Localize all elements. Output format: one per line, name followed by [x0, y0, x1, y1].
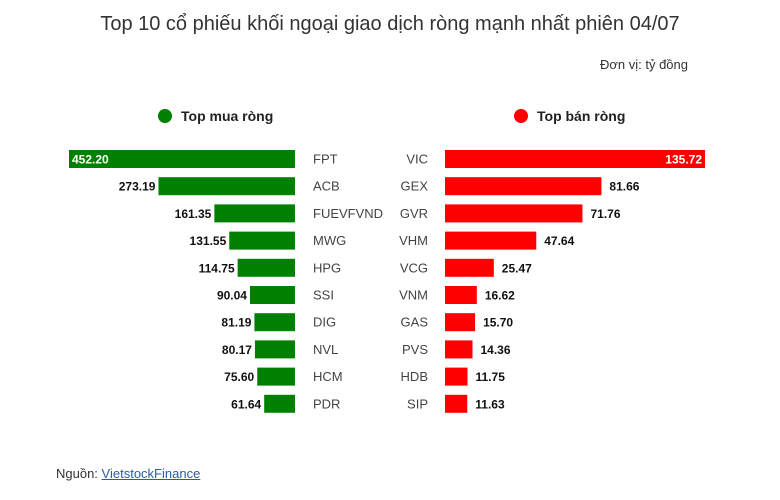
sell-category-label: VCG [400, 260, 428, 275]
buy-bar-hpg [237, 258, 295, 277]
sell-value-label: 81.66 [609, 180, 639, 194]
buy-category-label: HPG [313, 260, 341, 275]
buy-category-label: MWG [313, 233, 346, 248]
sell-category-label: HDB [401, 369, 428, 384]
buy-bar-ssi [249, 286, 295, 304]
buy-category-label: NVL [313, 342, 338, 357]
sell-bar-gvr [445, 204, 583, 223]
buy-value-label: 75.60 [224, 370, 254, 384]
buy-value-label: 273.19 [119, 180, 156, 194]
source-link[interactable]: VietstockFinance [101, 466, 201, 481]
sell-category-label: VIC [406, 152, 428, 167]
sell-bar-sip [445, 394, 468, 413]
sell-bar-vnm [445, 286, 477, 304]
buy-category-label: FUEVFVND [313, 206, 383, 221]
buy-category-label: HCM [313, 369, 343, 384]
sell-category-label: GEX [401, 179, 429, 194]
sell-bar-hdb [445, 367, 468, 386]
sell-bar-vic [445, 150, 705, 168]
buy-value-label: 114.75 [199, 261, 235, 275]
buy-value-label: 161.35 [175, 207, 212, 221]
sell-category-label: GAS [401, 315, 429, 330]
sell-bar-vcg [445, 258, 494, 277]
buy-category-label: PDR [313, 396, 340, 411]
buy-value-label: 61.64 [231, 397, 261, 411]
sell-value-label: 11.63 [475, 397, 505, 411]
legend-buy-dot [158, 109, 172, 123]
legend-sell: Top bán ròng [514, 108, 625, 124]
source-prefix: Nguồn: [56, 466, 102, 481]
sell-value-label: 47.64 [544, 234, 574, 248]
buy-category-label: DIG [313, 315, 336, 330]
chart-title: Top 10 cổ phiếu khối ngoại giao dịch ròn… [100, 13, 680, 35]
sell-value-label: 135.72 [665, 153, 702, 167]
source-note: Nguồn: VietstockFinance [56, 466, 200, 481]
legend-buy-label: Top mua ròng [181, 108, 274, 124]
sell-value-label: 11.75 [476, 370, 506, 384]
sell-value-label: 15.70 [483, 316, 513, 330]
buy-category-label: FPT [313, 152, 338, 167]
buy-bar-mwg [229, 231, 295, 250]
sell-category-label: VHM [399, 233, 428, 248]
sell-category-label: GVR [400, 206, 428, 221]
buy-value-label: 81.19 [221, 316, 251, 330]
buy-bar-fpt [69, 150, 295, 168]
unit-label: Đơn vị: tỷ đồng [599, 57, 688, 72]
sell-value-label: 14.36 [481, 343, 511, 357]
buy-bar-dig [254, 313, 295, 332]
legend-sell-dot [514, 109, 528, 123]
buy-value-label: 90.04 [217, 289, 247, 303]
buy-category-label: SSI [313, 288, 334, 303]
buy-bar-acb [158, 177, 295, 196]
sell-bar-pvs [445, 340, 473, 359]
buy-category-label: ACB [313, 179, 340, 194]
sell-bar-gas [445, 313, 476, 332]
buy-bar-hcm [257, 367, 295, 386]
sell-category-label: PVS [402, 342, 428, 357]
sell-category-label: SIP [407, 396, 428, 411]
sell-bar-gex [445, 177, 602, 196]
legend-buy: Top mua ròng [158, 108, 273, 124]
buy-bar-pdr [264, 394, 295, 413]
sell-value-label: 71.76 [590, 207, 620, 221]
legend-sell-label: Top bán ròng [537, 108, 626, 124]
buy-bar-nvl [254, 340, 295, 359]
buy-bar-fuevfvnd [214, 204, 295, 223]
sell-value-label: 16.62 [485, 289, 515, 303]
buy-value-label: 131.55 [190, 234, 227, 248]
buy-value-label: 452.20 [72, 153, 109, 167]
sell-value-label: 25.47 [502, 261, 532, 275]
sell-bar-vhm [445, 231, 537, 250]
sell-category-label: VNM [399, 288, 428, 303]
buy-value-label: 80.17 [222, 343, 252, 357]
